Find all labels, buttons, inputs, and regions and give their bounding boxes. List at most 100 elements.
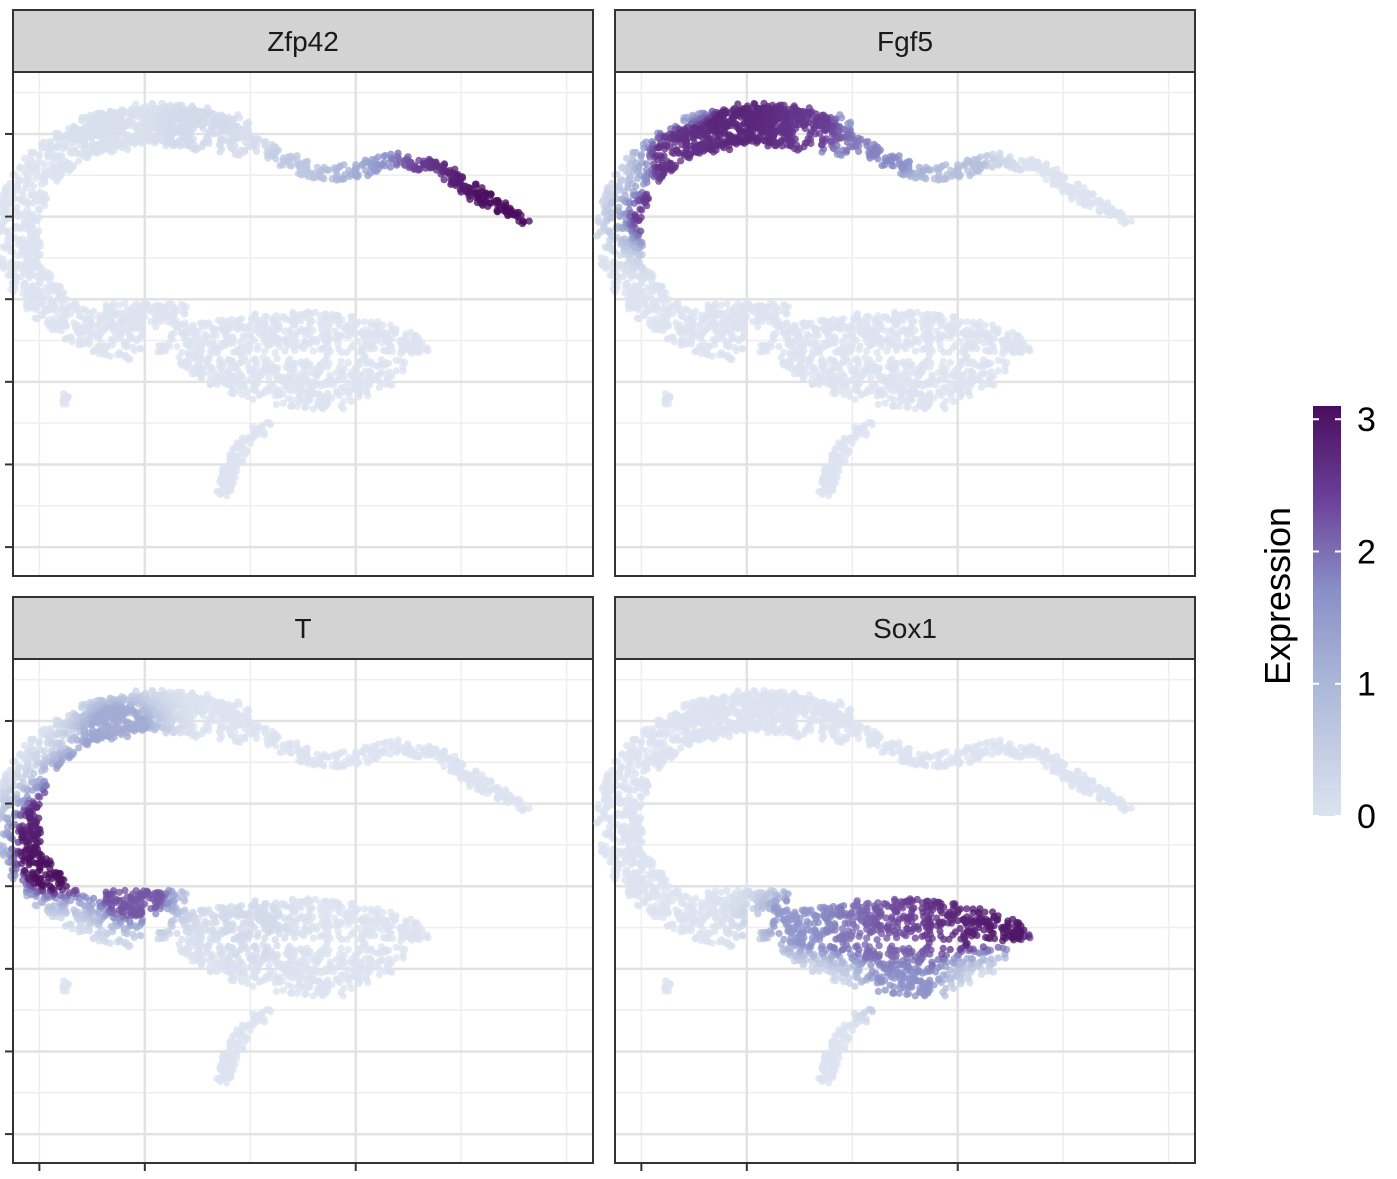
data-point [493, 208, 501, 216]
data-point [41, 160, 49, 168]
data-point [354, 337, 362, 346]
data-point [335, 375, 343, 383]
data-point [717, 327, 726, 336]
data-point [795, 361, 804, 369]
data-point [810, 363, 818, 371]
data-point [933, 335, 941, 343]
data-point [273, 322, 281, 330]
data-point [17, 225, 25, 233]
data-point [173, 342, 181, 351]
data-point [779, 359, 787, 367]
data-point [999, 350, 1007, 358]
data-point [214, 349, 222, 357]
data-point [388, 348, 397, 356]
data-point [328, 310, 336, 318]
data-point [261, 347, 269, 355]
data-point [954, 161, 962, 169]
data-point [244, 348, 252, 356]
data-point [272, 155, 280, 163]
data-point [152, 323, 160, 331]
data-point [134, 317, 142, 325]
data-point [115, 119, 124, 127]
data-point [994, 325, 1002, 333]
data-point [302, 396, 310, 404]
data-point [738, 344, 746, 352]
data-point [235, 316, 243, 324]
data-point [107, 315, 115, 323]
data-point [272, 400, 280, 408]
data-point [212, 331, 220, 339]
data-point [74, 321, 82, 329]
data-point [34, 205, 42, 213]
data-point [95, 350, 103, 358]
data-point [59, 400, 67, 408]
data-point [0, 257, 5, 265]
data-point [711, 300, 720, 308]
data-point [911, 326, 919, 334]
data-point [903, 403, 911, 412]
data-point [0, 243, 7, 251]
data-point [206, 376, 214, 384]
data-point [338, 316, 346, 324]
data-point [946, 379, 955, 387]
data-point [691, 348, 699, 356]
data-point [741, 300, 750, 308]
data-point [984, 330, 993, 338]
data-point [781, 330, 789, 338]
data-point [100, 325, 108, 333]
data-point [843, 146, 851, 154]
data-point [896, 341, 905, 349]
data-point [866, 324, 874, 332]
data-point [117, 316, 125, 324]
data-point [102, 301, 110, 309]
data-point [623, 279, 631, 288]
data-point [939, 401, 947, 409]
data-point [205, 356, 213, 364]
data-point [189, 321, 197, 329]
data-point [740, 322, 748, 331]
data-point [265, 341, 273, 349]
data-point [95, 343, 103, 352]
data-point [606, 227, 614, 235]
data-point [956, 337, 964, 346]
data-point [210, 325, 219, 333]
data-point [959, 329, 967, 337]
data-point [375, 377, 383, 385]
data-point [164, 312, 172, 320]
data-point [1127, 217, 1135, 225]
data-point [739, 332, 748, 340]
data-point [824, 479, 832, 487]
data-point [937, 375, 945, 383]
data-point [340, 161, 348, 169]
data-point [243, 448, 251, 456]
data-point [94, 323, 102, 331]
data-point [881, 154, 890, 162]
data-point [887, 365, 895, 373]
data-point [337, 401, 345, 409]
data-point [127, 318, 135, 326]
data-point [285, 386, 293, 394]
data-point [834, 324, 842, 332]
data-point [944, 324, 952, 332]
data-point [271, 332, 279, 340]
data-point [301, 338, 309, 346]
data-point [758, 318, 767, 326]
data-point [227, 469, 235, 477]
data-point [218, 366, 226, 374]
data-point [138, 322, 146, 331]
data-point [356, 390, 364, 398]
data-point [280, 327, 288, 335]
data-point [846, 348, 854, 356]
data-point [153, 307, 161, 315]
data-point [351, 364, 359, 372]
data-point [14, 262, 22, 270]
data-point [856, 368, 865, 376]
data-point [829, 389, 837, 397]
data-point [68, 338, 76, 346]
data-point [307, 338, 315, 346]
data-point [402, 330, 410, 338]
data-point [935, 389, 943, 397]
data-point [525, 217, 533, 225]
data-point [4, 271, 12, 279]
data-point [958, 390, 966, 398]
